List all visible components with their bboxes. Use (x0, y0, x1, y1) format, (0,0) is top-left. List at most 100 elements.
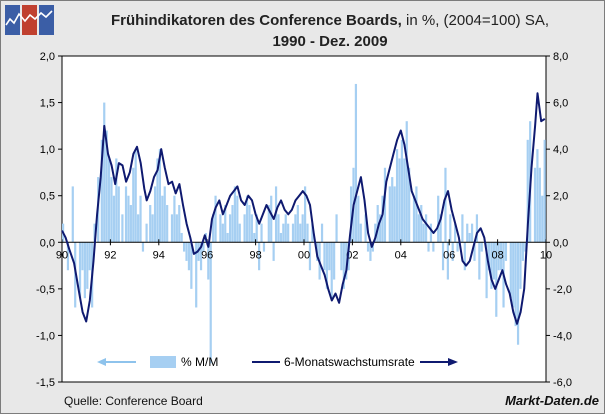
bar-mm (466, 223, 469, 243)
bar-mm (456, 242, 459, 252)
y-right-tick-label: 8,0 (553, 51, 568, 63)
bar-mm (255, 214, 258, 243)
chart-title-bold: Frühindikatoren des Conference Boards, (110, 12, 402, 29)
chart-subtitle: 1990 - Dez. 2009 (272, 33, 388, 50)
y-right-tick-label: -2,0 (553, 284, 572, 296)
line-6m-growth (61, 92, 546, 325)
bar-mm (151, 214, 154, 243)
bar-mm (366, 242, 370, 252)
y-left-tick-label: 1,0 (40, 144, 55, 156)
x-tick-label: 90 (56, 249, 68, 261)
bar-mm (195, 242, 198, 308)
bar-mm (245, 195, 249, 243)
bar-mm (495, 242, 498, 317)
bar-mm (180, 232, 183, 243)
bar-mm (354, 83, 358, 243)
bar-mm (156, 158, 159, 243)
x-tick-label: 04 (395, 249, 407, 261)
bar-mm (451, 242, 454, 261)
bar-mm (425, 214, 428, 243)
bar-mm (398, 158, 401, 243)
bar-mm (141, 242, 145, 252)
bar-mm (376, 205, 379, 243)
x-tick-label: 92 (104, 249, 116, 261)
bar-mm (112, 195, 116, 243)
y-right-tick-label: -6,0 (553, 377, 572, 389)
bar-mm (485, 242, 488, 299)
bar-mm (161, 195, 164, 243)
x-tick-label: 02 (346, 249, 358, 261)
bar-mm (325, 242, 328, 289)
bar-mm (260, 223, 263, 243)
bar-mm (117, 186, 120, 243)
bar-mm (359, 223, 362, 243)
logo-trend-line (5, 10, 53, 26)
bar-mm (516, 242, 520, 345)
bar-mm (449, 214, 452, 243)
bar-mm (153, 186, 157, 243)
bar-mm (166, 205, 169, 243)
bar-mm (183, 242, 186, 252)
bar-mm (127, 195, 130, 243)
bar-mm (323, 242, 326, 271)
y-left-tick-label: 2,0 (40, 51, 55, 63)
bar-mm (333, 242, 336, 280)
bar-mm (291, 223, 295, 243)
bar-mm (383, 167, 387, 243)
y-left-tick-label: -0,5 (36, 284, 55, 296)
bar-mm (345, 242, 348, 280)
bar-mm (541, 195, 544, 243)
bar-mm (470, 223, 474, 243)
bar-mm (437, 195, 440, 243)
logo-panel-red (22, 5, 37, 35)
bar-mm (342, 242, 345, 289)
bar-mm (509, 242, 512, 299)
bar-mm (81, 242, 84, 271)
bar-mm (267, 205, 270, 243)
bar-mm (369, 242, 372, 261)
bar-mm (243, 214, 246, 243)
bar-mm (228, 214, 232, 243)
bar-mm (287, 223, 290, 243)
bar-mm (214, 195, 217, 243)
x-tick-label: 96 (201, 249, 213, 261)
legend-label-bars: % M/M (181, 355, 218, 369)
bar-mm (306, 223, 309, 243)
bar-mm (393, 186, 396, 243)
bar-mm (209, 242, 212, 364)
bar-mm (444, 167, 447, 243)
bar-mm (468, 232, 471, 243)
y-right-tick-label: 4,0 (553, 144, 568, 156)
bar-mm (340, 242, 343, 271)
bar-mm (175, 214, 178, 243)
bar-mm (100, 139, 103, 243)
bar-mm (284, 214, 287, 243)
x-tick-label: 08 (491, 249, 503, 261)
bar-mm (415, 186, 418, 243)
bar-mm (473, 242, 476, 261)
bar-mm (519, 242, 522, 289)
bar-mm (427, 242, 430, 252)
x-tick-label: 00 (298, 249, 310, 261)
bar-mm (145, 223, 148, 243)
bar-mm (221, 223, 224, 243)
bar-mm (500, 242, 503, 271)
y-left-tick-label: -1,0 (36, 330, 55, 342)
bar-mm (78, 242, 82, 299)
bar-mm (526, 139, 529, 243)
bar-mm (357, 195, 360, 243)
bar-mm (420, 205, 423, 243)
bar-mm (170, 214, 174, 243)
bar-mm (320, 223, 324, 243)
bar-mm (391, 177, 394, 243)
bar-mm (190, 242, 193, 289)
y-left-tick-label: 1,5 (40, 98, 55, 110)
bar-mm (207, 242, 210, 280)
bar-mm (187, 242, 191, 271)
y-left-tick-label: 0,5 (40, 191, 55, 203)
y-right-tick-label: 2,0 (553, 191, 568, 203)
bar-mm (212, 214, 215, 243)
bar-mm (88, 242, 91, 271)
bar-mm (115, 158, 118, 243)
legend-label-line: 6-Monatswachstumsrate (284, 355, 415, 369)
